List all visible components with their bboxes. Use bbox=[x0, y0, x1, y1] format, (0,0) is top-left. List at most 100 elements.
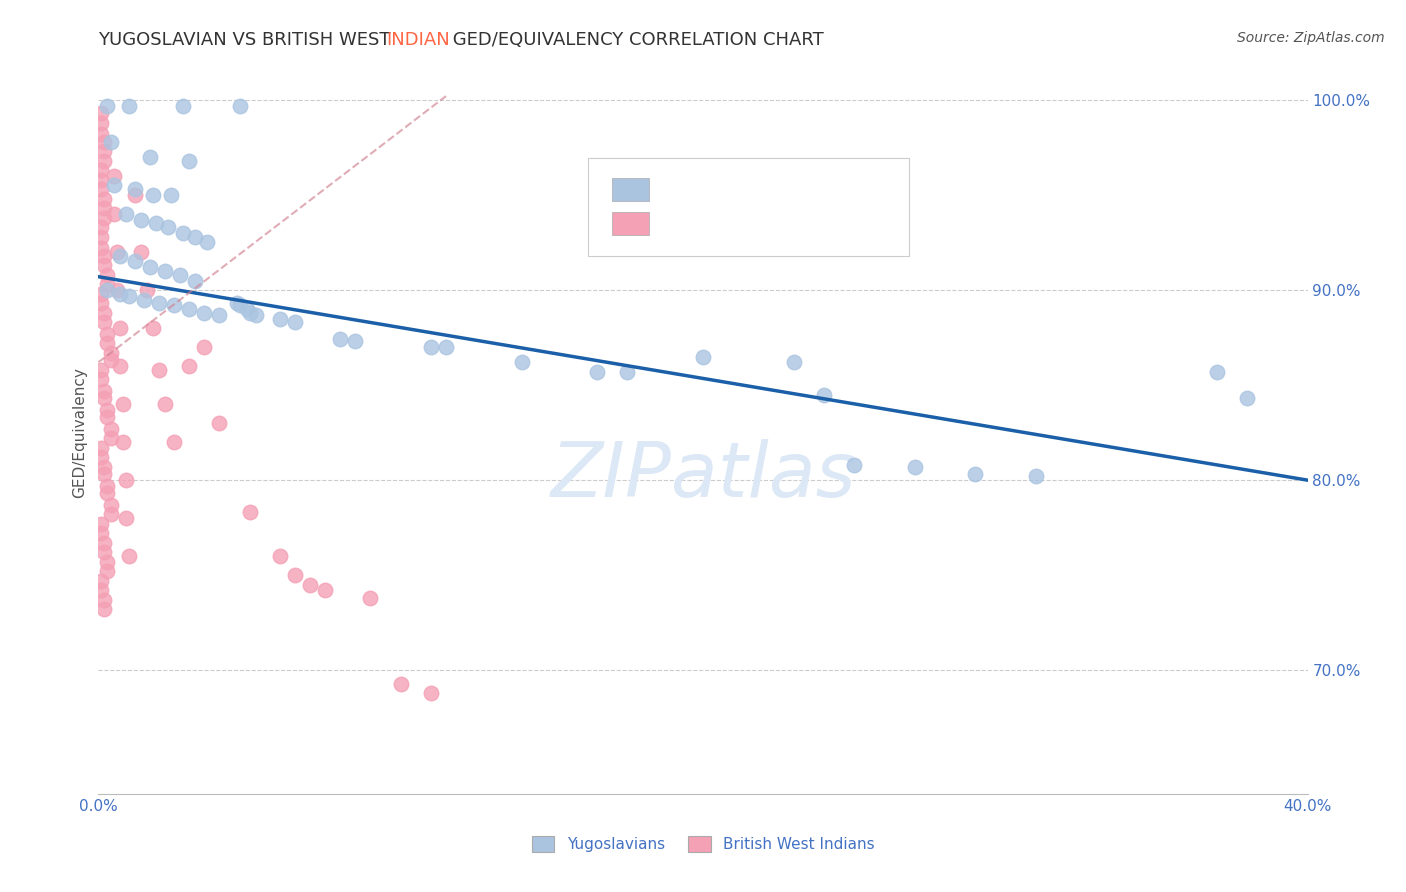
Point bbox=[160, 188, 183, 202]
Y-axis label: GED/Equivalency: GED/Equivalency bbox=[72, 368, 87, 498]
Point bbox=[172, 226, 194, 240]
FancyBboxPatch shape bbox=[613, 178, 648, 202]
Text: GED/EQUIVALENCY CORRELATION CHART: GED/EQUIVALENCY CORRELATION CHART bbox=[447, 31, 824, 49]
Point bbox=[100, 498, 122, 512]
Point bbox=[129, 212, 152, 227]
Point bbox=[90, 450, 112, 465]
Point bbox=[284, 315, 307, 329]
Point bbox=[139, 150, 162, 164]
Text: YUGOSLAVIAN VS BRITISH WEST: YUGOSLAVIAN VS BRITISH WEST bbox=[98, 31, 396, 49]
Point bbox=[118, 98, 141, 112]
Point bbox=[90, 173, 112, 187]
Point bbox=[93, 145, 115, 159]
Point bbox=[90, 220, 112, 235]
Point bbox=[148, 296, 170, 310]
Point bbox=[329, 333, 352, 347]
Point bbox=[96, 283, 118, 297]
Point bbox=[1206, 365, 1229, 379]
Point bbox=[100, 431, 122, 445]
Point bbox=[90, 116, 112, 130]
Point bbox=[96, 410, 118, 425]
Point bbox=[142, 321, 165, 335]
Point bbox=[193, 340, 215, 354]
Point bbox=[145, 217, 167, 231]
Point bbox=[96, 326, 118, 341]
Point bbox=[108, 321, 131, 335]
Point bbox=[235, 301, 257, 316]
Point bbox=[132, 293, 155, 307]
Point bbox=[100, 422, 122, 436]
Point bbox=[100, 345, 122, 359]
Point bbox=[100, 135, 122, 149]
Point bbox=[179, 153, 201, 168]
Point bbox=[124, 188, 146, 202]
Point bbox=[229, 98, 252, 112]
Text: R =: R = bbox=[658, 178, 695, 195]
Point bbox=[344, 334, 367, 349]
Point bbox=[179, 301, 201, 316]
Point bbox=[100, 353, 122, 368]
Point bbox=[96, 565, 118, 579]
Point bbox=[93, 249, 115, 263]
Point bbox=[169, 268, 191, 282]
Point bbox=[245, 308, 267, 322]
Point bbox=[179, 359, 201, 373]
Point bbox=[153, 264, 176, 278]
Point bbox=[195, 235, 218, 250]
Text: N =: N = bbox=[782, 178, 818, 195]
Point bbox=[118, 289, 141, 303]
Point bbox=[96, 268, 118, 282]
Point bbox=[93, 384, 115, 398]
Point bbox=[90, 296, 112, 310]
FancyBboxPatch shape bbox=[613, 212, 648, 235]
Point bbox=[93, 392, 115, 406]
Point bbox=[148, 363, 170, 377]
Point bbox=[90, 441, 112, 455]
Text: 0.265: 0.265 bbox=[707, 211, 765, 229]
Point bbox=[813, 387, 835, 401]
Point bbox=[96, 555, 118, 569]
Point bbox=[208, 308, 231, 322]
Point bbox=[90, 241, 112, 255]
Point bbox=[93, 192, 115, 206]
Point bbox=[163, 435, 186, 450]
Point bbox=[124, 182, 146, 196]
Text: Source: ZipAtlas.com: Source: ZipAtlas.com bbox=[1237, 31, 1385, 45]
Point bbox=[93, 459, 115, 474]
Point bbox=[156, 220, 179, 235]
Point bbox=[103, 169, 125, 183]
Point bbox=[90, 127, 112, 141]
Point bbox=[90, 363, 112, 377]
Point bbox=[844, 458, 866, 472]
Point bbox=[314, 583, 336, 598]
Legend: Yugoslavians, British West Indians: Yugoslavians, British West Indians bbox=[526, 830, 880, 858]
Point bbox=[434, 340, 457, 354]
Point bbox=[96, 336, 118, 351]
Point bbox=[284, 568, 307, 582]
Text: -0.252: -0.252 bbox=[707, 178, 766, 195]
Point bbox=[510, 355, 533, 369]
Point bbox=[965, 467, 987, 482]
Point bbox=[239, 306, 262, 320]
Text: ZIPatlas: ZIPatlas bbox=[550, 439, 856, 513]
Point bbox=[269, 311, 291, 326]
Point bbox=[153, 397, 176, 411]
Point bbox=[229, 298, 252, 312]
Point bbox=[783, 355, 806, 369]
Point bbox=[269, 549, 291, 564]
Point bbox=[420, 340, 443, 354]
Point bbox=[239, 506, 262, 520]
Point bbox=[118, 549, 141, 564]
Point bbox=[108, 249, 131, 263]
Point bbox=[93, 467, 115, 482]
Point bbox=[93, 258, 115, 272]
Text: INDIAN: INDIAN bbox=[385, 31, 450, 49]
Point bbox=[90, 106, 112, 120]
Point bbox=[93, 153, 115, 168]
Point bbox=[904, 459, 927, 474]
Point bbox=[90, 372, 112, 386]
Point bbox=[184, 273, 207, 287]
Point bbox=[93, 602, 115, 616]
Point bbox=[93, 536, 115, 550]
Point bbox=[114, 511, 136, 525]
